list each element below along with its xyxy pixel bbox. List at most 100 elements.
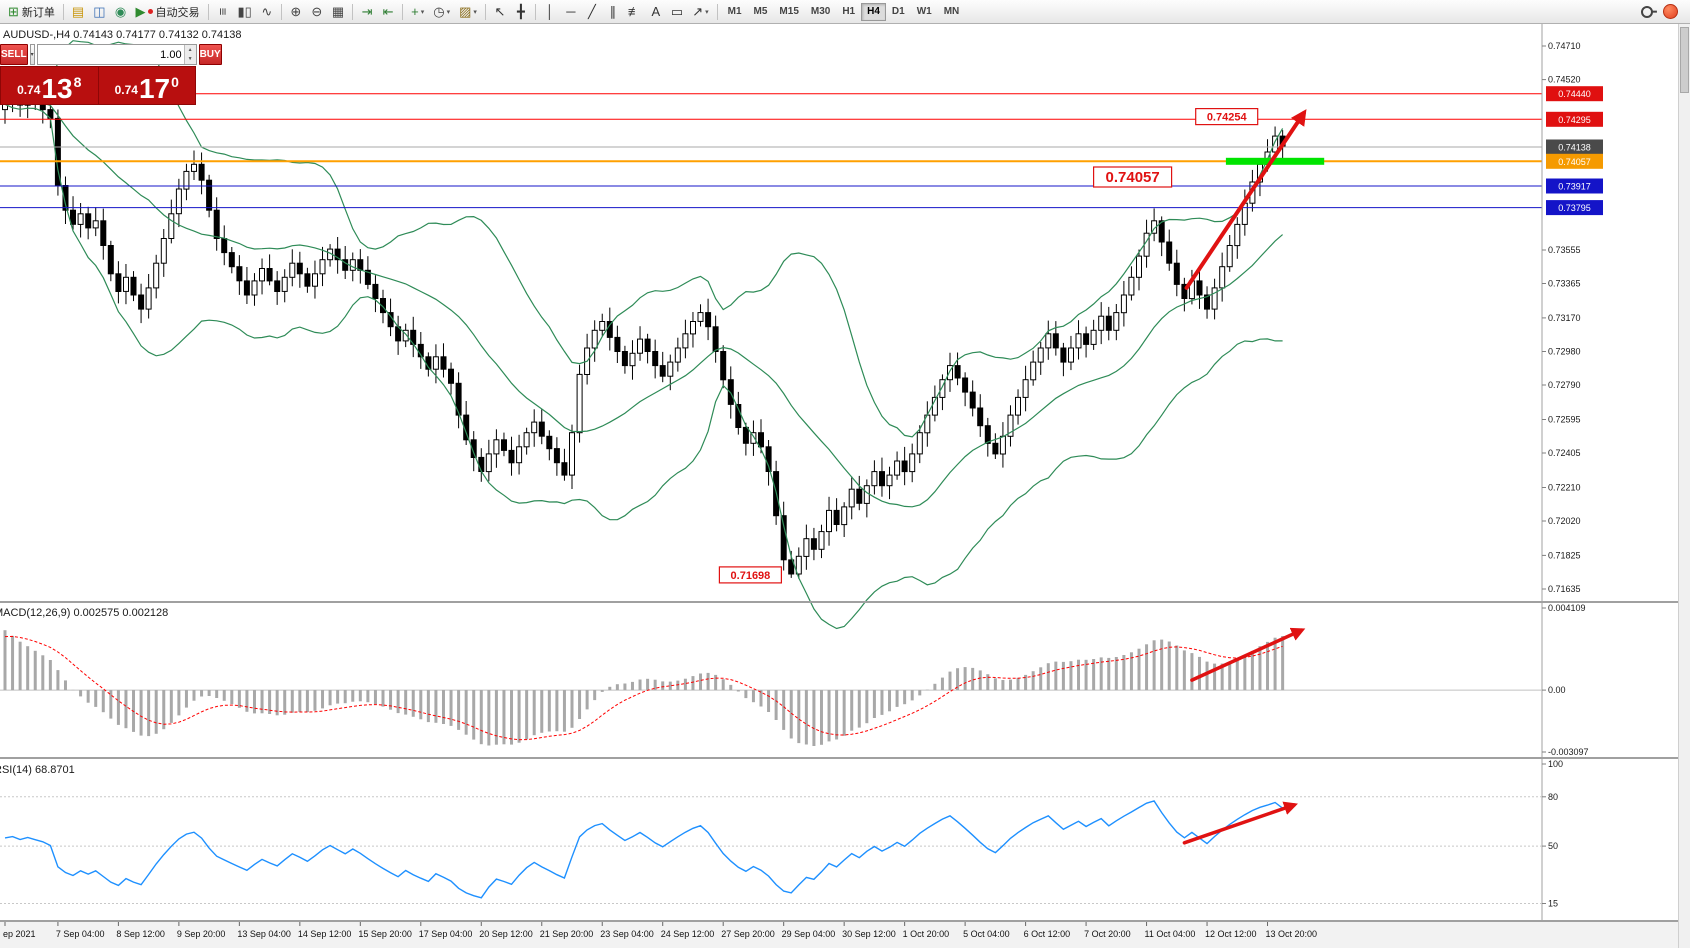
bar-chart-icon[interactable]: ≡ (213, 2, 233, 22)
equidistant-channel-icon[interactable]: ∥ (603, 2, 623, 22)
market-watch-icon[interactable]: ▤ (68, 2, 88, 22)
timeframe-mn[interactable]: MN (938, 3, 966, 21)
price-axis-badge-074057 (1546, 153, 1603, 169)
new-order-button[interactable]: ⊞ 新订单 (4, 2, 59, 22)
sell-price-prefix: 0.74 (17, 83, 41, 97)
auto-scroll-icon[interactable]: ⇥ (357, 2, 377, 22)
svg-text:0.73795: 0.73795 (1558, 203, 1591, 213)
search-icon[interactable] (1637, 2, 1657, 22)
navigator-icon[interactable]: ◉ (111, 2, 131, 22)
horizontal-line-objects[interactable] (0, 93, 1542, 209)
lot-dropdown-button[interactable]: ▾ (29, 44, 35, 65)
svg-text:15: 15 (1548, 899, 1558, 909)
fibonacci-icon[interactable]: ≢ (624, 2, 645, 22)
equidistant-channel-icon: ∥ (609, 4, 617, 19)
one-click-trading-panel: SELL ▾ ▲ ▼ BUY 0.74 13 8 0.7 (0, 44, 222, 105)
text-label-icon: ▭ (670, 4, 684, 19)
svg-text:27 Sep 20:00: 27 Sep 20:00 (721, 929, 775, 939)
trend-arrow-rsi[interactable] (1182, 801, 1298, 845)
svg-text:0.74138: 0.74138 (1558, 143, 1591, 153)
chart-shift-icon: ⇤ (382, 4, 394, 19)
trend-arrow-main[interactable] (1184, 109, 1307, 290)
svg-text:0.73170: 0.73170 (1548, 313, 1581, 323)
buy-button[interactable]: BUY (198, 44, 222, 65)
indicators-button[interactable]: + ▾ (407, 2, 428, 22)
text-icon: A (651, 4, 661, 19)
svg-text:24 Sep 12:00: 24 Sep 12:00 (661, 929, 715, 939)
price-label-074057[interactable] (1092, 166, 1173, 188)
macd-axis-labels: 0.004109 0.00 -0.003097 (1542, 603, 1589, 757)
timeframe-m30[interactable]: M30 (805, 3, 836, 21)
price-label-074254[interactable] (1195, 107, 1259, 126)
svg-text:0.72210: 0.72210 (1548, 482, 1581, 492)
scrollbar-thumb[interactable] (1680, 27, 1689, 93)
sell-price-display[interactable]: 0.74 13 8 (1, 67, 98, 104)
timeframe-w1[interactable]: W1 (911, 3, 938, 21)
lot-size-input[interactable] (37, 45, 184, 64)
svg-text:-0.003097: -0.003097 (1548, 747, 1589, 757)
svg-text:7 Oct 20:00: 7 Oct 20:00 (1084, 929, 1131, 939)
data-window-icon: ◫ (93, 4, 106, 19)
trend-arrows[interactable] (1182, 109, 1307, 845)
timeframe-h4[interactable]: H4 (861, 2, 886, 21)
text-icon[interactable]: A (646, 2, 666, 22)
timeframe-m15[interactable]: M15 (773, 3, 804, 21)
price-annotations[interactable]: 0.74254 0.74057 0.71698 (718, 107, 1259, 584)
indicators-button-dropdown-arrow[interactable]: ▾ (420, 8, 425, 16)
highlight-group[interactable] (1225, 157, 1325, 165)
zoom-out-icon[interactable]: ⊖ (307, 2, 327, 22)
zoom-in-icon[interactable]: ⊕ (286, 2, 306, 22)
lot-increase-button[interactable]: ▲ (184, 45, 196, 55)
toolbar-right-group (1637, 2, 1686, 22)
buy-price-display[interactable]: 0.74 17 0 (97, 67, 196, 104)
timeframe-m1[interactable]: M1 (722, 3, 748, 21)
periods-button[interactable]: ◷ ▾ (429, 2, 454, 22)
chart-area: 0.74440 0.74295 0.74138 0.74057 0.73917 0.737… (0, 24, 1690, 948)
svg-text:6 Oct 12:00: 6 Oct 12:00 (1024, 929, 1071, 939)
notification-badge[interactable] (1663, 4, 1678, 19)
svg-text:9 Sep 20:00: 9 Sep 20:00 (177, 929, 226, 939)
vertical-scrollbar[interactable] (1678, 24, 1690, 948)
tile-windows-icon[interactable]: ▦ (328, 2, 348, 22)
cursor-icon[interactable]: ↖ (490, 2, 510, 22)
svg-text:5 Oct 04:00: 5 Oct 04:00 (963, 929, 1010, 939)
trend-arrow-macd[interactable] (1190, 627, 1306, 682)
tile-windows-icon: ▦ (331, 4, 345, 19)
periods-button-dropdown-arrow[interactable]: ▾ (446, 8, 451, 16)
bollinger-lower-band (4, 103, 1283, 630)
chart-shift-icon[interactable]: ⇤ (378, 2, 398, 22)
trendline-icon[interactable]: ╱ (582, 2, 602, 22)
text-label-icon[interactable]: ▭ (667, 2, 687, 22)
zoom-in-icon: ⊕ (290, 4, 302, 19)
templates-button-dropdown-arrow[interactable]: ▾ (473, 8, 477, 16)
templates-button[interactable]: ▨ ▾ (455, 2, 481, 22)
new-order-icon: ⊞ (8, 4, 19, 19)
svg-text:0.71698: 0.71698 (731, 570, 771, 582)
arrows-button-dropdown-arrow[interactable]: ▾ (705, 8, 709, 16)
panel-divider-1[interactable] (0, 601, 1690, 603)
panel-divider-3[interactable] (0, 920, 1690, 922)
macd-histogram (3, 630, 1285, 746)
timeframe-m5[interactable]: M5 (748, 3, 774, 21)
toolbar: ⊞ 新订单 ▤ ◫ ◉ ▶ 自动交易 ≡ ▮▯ ∿ ⊕ ⊖ ▦ ⇥ ⇤ + ▾ ◷ ▾ ▨ ▾ ↖ ╋ │ ─ ╱ ∥ ≢ A ▭ ↗ ▾ M1… (0, 0, 1690, 24)
lot-decrease-button[interactable]: ▼ (184, 54, 196, 64)
support-highlight-bar[interactable] (1225, 157, 1325, 165)
horizontal-line-icon[interactable]: ─ (561, 2, 581, 22)
svg-text:14 Sep 12:00: 14 Sep 12:00 (298, 929, 352, 939)
candlestick-chart-icon[interactable]: ▮▯ (234, 2, 256, 22)
price-label-071698[interactable] (718, 566, 783, 584)
svg-text:0.73365: 0.73365 (1548, 279, 1581, 289)
timeframe-d1[interactable]: D1 (886, 3, 911, 21)
data-window-icon[interactable]: ◫ (89, 2, 109, 22)
arrows-button[interactable]: ↗ ▾ (688, 2, 712, 22)
vertical-line-icon[interactable]: │ (540, 2, 560, 22)
autotrading-button[interactable]: ▶ 自动交易 (132, 2, 204, 22)
svg-text:0.74254: 0.74254 (1207, 112, 1248, 124)
sell-button[interactable]: SELL (0, 44, 28, 65)
line-chart-icon[interactable]: ∿ (257, 2, 277, 22)
svg-text:0.72595: 0.72595 (1548, 414, 1581, 424)
price-axis-badge-073795 (1546, 200, 1603, 216)
crosshair-icon[interactable]: ╋ (511, 2, 531, 22)
timeframe-h1[interactable]: H1 (836, 3, 861, 21)
panel-divider-2[interactable] (0, 757, 1690, 759)
